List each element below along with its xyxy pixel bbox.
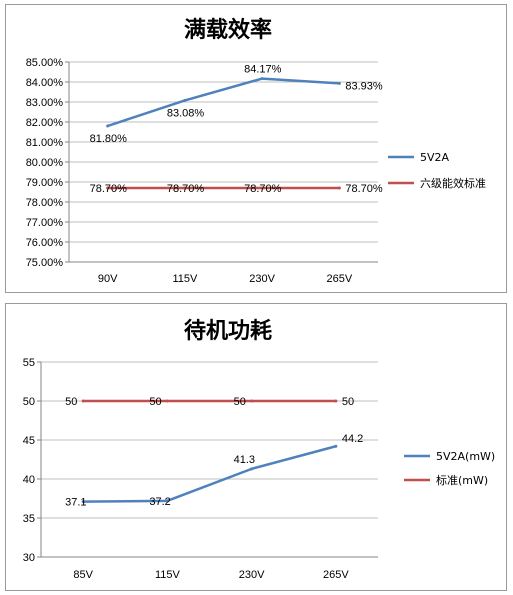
data-point xyxy=(165,499,169,503)
standby-power-chart: 待机功耗 30 35 40 45 50 55 85V 115V 230V 265V 37.1 37.2 4… xyxy=(23,318,495,581)
data-label: 50 xyxy=(234,396,246,408)
data-label: 78.70% xyxy=(90,183,128,195)
data-point xyxy=(81,399,85,403)
data-point xyxy=(250,467,254,471)
data-label: 37.2 xyxy=(149,496,170,508)
data-label: 78.70% xyxy=(167,183,205,195)
data-label: 81.80% xyxy=(90,133,128,145)
series-line-primary xyxy=(107,77,340,128)
x-tick-label: 230V xyxy=(249,273,275,285)
efficiency-chart: 满载效率 75.00% 76.00% 77.00% 78.00% 79.00% 80.00%… xyxy=(26,17,486,285)
x-tick-label: 265V xyxy=(327,273,353,285)
data-point xyxy=(81,500,85,504)
y-tick-label: 84.00% xyxy=(26,77,64,89)
x-tick-label: 90V xyxy=(98,273,118,285)
data-label: 44.2 xyxy=(342,433,363,445)
data-point xyxy=(165,399,169,403)
data-point xyxy=(337,81,341,85)
legend-label: 六级能效标准 xyxy=(420,176,486,190)
data-label: 83.93% xyxy=(345,80,383,92)
y-tick-label: 80.00% xyxy=(26,157,64,169)
y-tick-label: 75.00% xyxy=(26,257,64,269)
efficiency-chart-panel: 满载效率 75.00% 76.00% 77.00% 78.00% 79.00% 80.00%… xyxy=(5,4,507,293)
y-tick-label: 30 xyxy=(23,552,35,564)
data-point xyxy=(260,77,264,81)
y-tick-label: 78.00% xyxy=(26,197,64,209)
data-point xyxy=(260,186,264,190)
y-tick-label: 35 xyxy=(23,513,35,525)
x-tick-label: 230V xyxy=(239,569,265,581)
y-tick-label: 81.00% xyxy=(26,137,64,149)
y-tick-label: 85.00% xyxy=(26,57,64,69)
data-point xyxy=(334,399,338,403)
chart-title: 满载效率 xyxy=(184,17,272,43)
data-label: 78.70% xyxy=(345,183,383,195)
data-label: 78.70% xyxy=(244,183,282,195)
data-label: 50 xyxy=(65,396,77,408)
x-tick-label: 85V xyxy=(73,569,93,581)
y-tick-label: 40 xyxy=(23,474,35,486)
data-label: 37.1 xyxy=(65,497,86,509)
data-label: 83.08% xyxy=(167,107,205,119)
data-point xyxy=(337,186,341,190)
legend-label: 5V2A(mW) xyxy=(436,450,495,463)
data-label: 50 xyxy=(342,396,354,408)
x-tick-label: 265V xyxy=(323,569,349,581)
x-tick-label: 115V xyxy=(172,273,198,285)
y-tick-label: 45 xyxy=(23,435,35,447)
legend-label: 标准(mW) xyxy=(436,473,488,487)
y-tick-label: 83.00% xyxy=(26,97,64,109)
y-tick-label: 79.00% xyxy=(26,177,64,189)
data-point xyxy=(183,98,187,102)
data-point xyxy=(106,186,110,190)
x-tick-label: 115V xyxy=(155,569,181,581)
y-tick-label: 77.00% xyxy=(26,217,64,229)
standby-power-chart-panel: 待机功耗 30 35 40 45 50 55 85V 115V 230V 265V 37.1 37.2 4… xyxy=(5,303,507,591)
y-tick-label: 50 xyxy=(23,396,35,408)
series-line-primary xyxy=(83,445,337,503)
data-point xyxy=(334,444,338,448)
data-label: 50 xyxy=(149,396,161,408)
data-label: 84.17% xyxy=(244,64,282,76)
chart-title: 待机功耗 xyxy=(184,318,272,344)
data-point xyxy=(106,124,110,128)
y-tick-label: 76.00% xyxy=(26,237,64,249)
data-point xyxy=(250,399,254,403)
data-label: 41.3 xyxy=(234,454,255,466)
y-tick-label: 55 xyxy=(23,357,35,369)
data-point xyxy=(183,186,187,190)
legend-label: 5V2A xyxy=(420,151,450,164)
y-tick-label: 82.00% xyxy=(26,117,64,129)
